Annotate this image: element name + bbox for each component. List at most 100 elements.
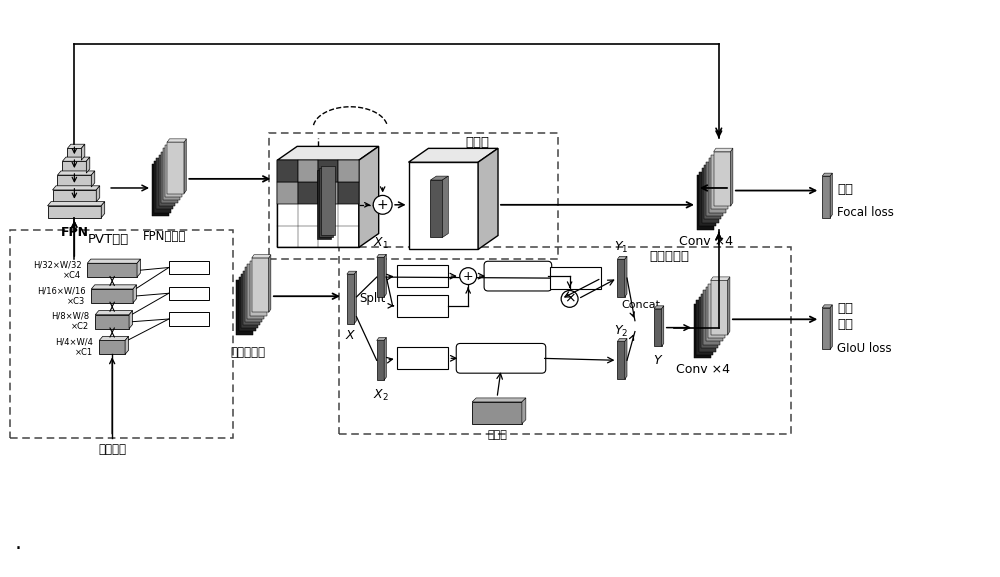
Bar xyxy=(99,340,125,354)
Polygon shape xyxy=(57,171,95,175)
Bar xyxy=(241,273,258,328)
Bar xyxy=(338,160,359,182)
Text: Conv $K_3$: Conv $K_3$ xyxy=(400,299,445,313)
Polygon shape xyxy=(409,148,498,162)
Text: $X_2$: $X_2$ xyxy=(373,388,388,403)
Polygon shape xyxy=(252,254,271,258)
Bar xyxy=(714,152,731,206)
Text: 可变形卷积: 可变形卷积 xyxy=(484,353,518,364)
Polygon shape xyxy=(86,157,90,173)
Polygon shape xyxy=(617,339,627,342)
Bar xyxy=(709,158,726,213)
Polygon shape xyxy=(125,336,129,354)
Text: 编码器: 编码器 xyxy=(180,263,197,272)
Bar xyxy=(91,289,133,303)
Bar xyxy=(708,284,725,338)
Polygon shape xyxy=(95,310,133,314)
Bar xyxy=(338,182,359,204)
Text: H/8×W/8
×C2: H/8×W/8 ×C2 xyxy=(51,312,89,331)
Polygon shape xyxy=(430,176,448,180)
Circle shape xyxy=(561,290,578,308)
Bar xyxy=(161,152,178,203)
Bar xyxy=(347,274,354,324)
Text: GIoU loss: GIoU loss xyxy=(837,342,892,355)
Text: 自校正卷积: 自校正卷积 xyxy=(649,250,689,263)
Polygon shape xyxy=(99,336,129,340)
FancyBboxPatch shape xyxy=(484,261,552,291)
Text: 骨干特征图: 骨干特征图 xyxy=(231,346,266,359)
Polygon shape xyxy=(91,171,95,187)
Bar xyxy=(87,263,137,277)
Bar xyxy=(706,162,723,216)
Bar xyxy=(298,160,318,182)
Text: $Y_2$: $Y_2$ xyxy=(614,324,628,339)
Bar xyxy=(318,182,338,204)
Bar xyxy=(163,148,180,200)
Bar xyxy=(277,160,359,248)
Polygon shape xyxy=(522,398,526,424)
Bar xyxy=(277,182,298,204)
Polygon shape xyxy=(377,338,386,340)
Text: 编码器: 编码器 xyxy=(180,314,197,324)
Polygon shape xyxy=(830,173,832,218)
Polygon shape xyxy=(384,254,386,297)
Bar xyxy=(317,170,331,239)
Bar xyxy=(236,280,253,335)
Bar xyxy=(252,258,269,312)
Bar xyxy=(701,294,718,348)
Text: +: + xyxy=(463,269,473,283)
Polygon shape xyxy=(62,157,90,161)
Polygon shape xyxy=(354,271,357,324)
Text: H/16×W/16
×C3: H/16×W/16 ×C3 xyxy=(37,286,85,306)
Bar xyxy=(711,155,728,209)
Polygon shape xyxy=(129,310,133,329)
Polygon shape xyxy=(442,176,448,238)
Bar xyxy=(243,271,260,325)
Bar xyxy=(706,287,723,342)
Bar xyxy=(250,261,267,316)
Bar xyxy=(339,248,791,433)
Bar xyxy=(697,175,714,230)
Text: $X_1$: $X_1$ xyxy=(373,236,388,252)
Text: 内卷积: 内卷积 xyxy=(465,137,489,149)
Bar xyxy=(57,175,91,187)
Text: H/32×W/32
×C4: H/32×W/32 ×C4 xyxy=(33,260,81,280)
Polygon shape xyxy=(731,148,733,206)
Polygon shape xyxy=(714,148,733,152)
Text: Conv $K_4$: Conv $K_4$ xyxy=(553,271,598,285)
Polygon shape xyxy=(662,306,664,346)
Bar xyxy=(318,160,338,182)
Bar xyxy=(711,280,728,335)
Bar xyxy=(702,168,719,223)
Bar xyxy=(152,164,169,216)
Polygon shape xyxy=(87,259,141,263)
Polygon shape xyxy=(654,306,664,309)
Polygon shape xyxy=(81,144,85,160)
FancyBboxPatch shape xyxy=(550,267,601,289)
Polygon shape xyxy=(822,305,832,308)
Bar xyxy=(319,168,333,237)
Text: Conv $K_1$: Conv $K_1$ xyxy=(400,351,445,365)
Bar xyxy=(247,264,264,319)
Polygon shape xyxy=(478,148,498,249)
Text: 编码器: 编码器 xyxy=(180,288,197,298)
Polygon shape xyxy=(617,256,627,259)
Polygon shape xyxy=(277,147,379,160)
Bar xyxy=(699,172,716,226)
Polygon shape xyxy=(96,186,100,202)
Polygon shape xyxy=(67,144,85,148)
Bar xyxy=(694,304,711,358)
Text: 偏移量: 偏移量 xyxy=(487,430,507,440)
Bar xyxy=(53,190,96,202)
Text: ·: · xyxy=(15,539,22,560)
Polygon shape xyxy=(184,139,186,193)
Bar xyxy=(699,297,716,351)
Bar xyxy=(472,402,522,424)
Polygon shape xyxy=(830,305,832,350)
Bar xyxy=(239,277,256,331)
FancyBboxPatch shape xyxy=(169,261,209,274)
Bar xyxy=(822,176,830,218)
Polygon shape xyxy=(822,173,832,176)
Circle shape xyxy=(373,196,392,214)
Polygon shape xyxy=(167,139,186,142)
